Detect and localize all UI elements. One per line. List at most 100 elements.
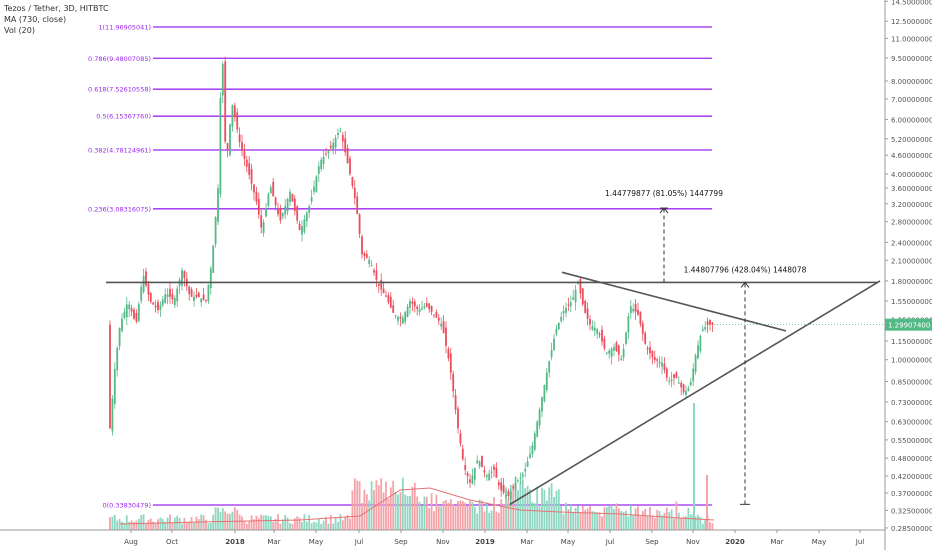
- candle-body: [560, 316, 563, 322]
- candle-body: [519, 477, 522, 479]
- volume-bar: [603, 507, 606, 530]
- candle-body: [267, 193, 270, 206]
- candle-body: [574, 289, 577, 303]
- volume-bar: [589, 506, 591, 530]
- candle-body: [231, 104, 234, 127]
- candle-body: [200, 298, 203, 303]
- volume-bar: [507, 498, 510, 530]
- y-tick-label: 12.50000000: [891, 18, 932, 26]
- volume-bar: [397, 494, 399, 530]
- candle-body: [680, 382, 683, 388]
- volume-bar: [586, 508, 589, 530]
- volume-bar: [116, 520, 119, 530]
- candle-body: [651, 351, 654, 358]
- candle-body: [687, 388, 690, 391]
- volume-bar: [346, 514, 349, 530]
- candle-body: [452, 373, 455, 392]
- candle-body: [289, 191, 291, 203]
- candle-body: [214, 216, 217, 245]
- volume-bar: [555, 490, 558, 530]
- candle-body: [265, 208, 267, 217]
- candle-body: [389, 296, 392, 308]
- volume-bar: [709, 522, 711, 530]
- volume-bar: [421, 505, 423, 530]
- y-tick-label: 11.00000000: [891, 35, 932, 43]
- volume-bar: [260, 514, 263, 530]
- volume-bar: [495, 511, 498, 530]
- volume-bar: [128, 521, 131, 530]
- legend-ma: MA (730, close): [4, 15, 67, 24]
- volume-bar: [353, 478, 356, 530]
- candle-body: [181, 270, 183, 286]
- candle-body: [130, 308, 133, 312]
- volume-bar: [512, 483, 515, 530]
- candle-body: [113, 369, 116, 404]
- candle-body: [406, 306, 409, 317]
- volume-bar: [207, 523, 210, 530]
- candle-body: [286, 198, 289, 212]
- candle-body: [689, 381, 692, 385]
- volume-bar: [639, 516, 642, 530]
- volume-bar: [481, 500, 483, 530]
- candle-body: [459, 433, 462, 444]
- candle-body: [123, 311, 126, 318]
- volume-bar: [634, 508, 637, 530]
- candle-body: [584, 300, 587, 313]
- candle-body: [197, 292, 200, 298]
- candle-body: [709, 319, 711, 325]
- candle-body: [694, 355, 697, 372]
- volume-bar: [339, 514, 342, 530]
- candle-body: [161, 299, 164, 306]
- volume-bar: [195, 516, 198, 530]
- candle-body: [291, 193, 294, 202]
- volume-bar: [341, 520, 344, 530]
- candle-body: [377, 283, 380, 286]
- candle-body: [250, 169, 253, 184]
- y-tick-label: 1.15000000: [891, 338, 932, 346]
- volume-bar: [665, 507, 668, 530]
- candle-body: [238, 134, 241, 142]
- y-tick-label: 7.00000000: [891, 96, 932, 104]
- candle-body: [471, 475, 474, 484]
- volume-bar: [464, 502, 467, 530]
- volume-bar: [274, 518, 277, 530]
- candle-body: [425, 302, 428, 307]
- volume-bar: [289, 523, 291, 530]
- volume-bar: [181, 523, 183, 530]
- volume-bar: [161, 518, 164, 530]
- volume-bar: [617, 508, 620, 530]
- volume-bar: [625, 510, 627, 530]
- volume-bar: [711, 523, 714, 530]
- volume-bar: [310, 523, 313, 530]
- candle-body: [428, 303, 431, 310]
- candle-body: [591, 326, 594, 330]
- candle-body: [255, 191, 258, 202]
- y-tick-label: 9.50000000: [891, 55, 932, 63]
- volume-bar: [257, 518, 260, 530]
- volume-bar: [536, 486, 539, 530]
- y-tick-label: 0.63000000: [891, 419, 932, 427]
- volume-bar: [334, 517, 337, 530]
- volume-bar: [526, 485, 529, 530]
- volume-bar: [469, 500, 471, 530]
- volume-bar: [313, 521, 315, 530]
- volume-bar: [214, 507, 217, 530]
- candle-body: [572, 297, 575, 300]
- candle-body: [449, 353, 452, 373]
- candle-body: [169, 288, 171, 297]
- candle-body: [317, 166, 320, 174]
- x-tick-label: May: [812, 538, 826, 546]
- volume-bar: [322, 520, 325, 530]
- candle-body: [627, 316, 630, 333]
- fib-label: 0.382(4.78124961): [88, 147, 151, 155]
- candle-body: [641, 323, 644, 335]
- volume-bar: [370, 481, 373, 530]
- volume-bar: [533, 503, 536, 530]
- volume-bar: [593, 511, 596, 530]
- volume-bar: [538, 504, 541, 530]
- volume-bar: [543, 489, 546, 530]
- candle-body: [353, 187, 356, 198]
- y-tick-label: 8.00000000: [891, 78, 932, 86]
